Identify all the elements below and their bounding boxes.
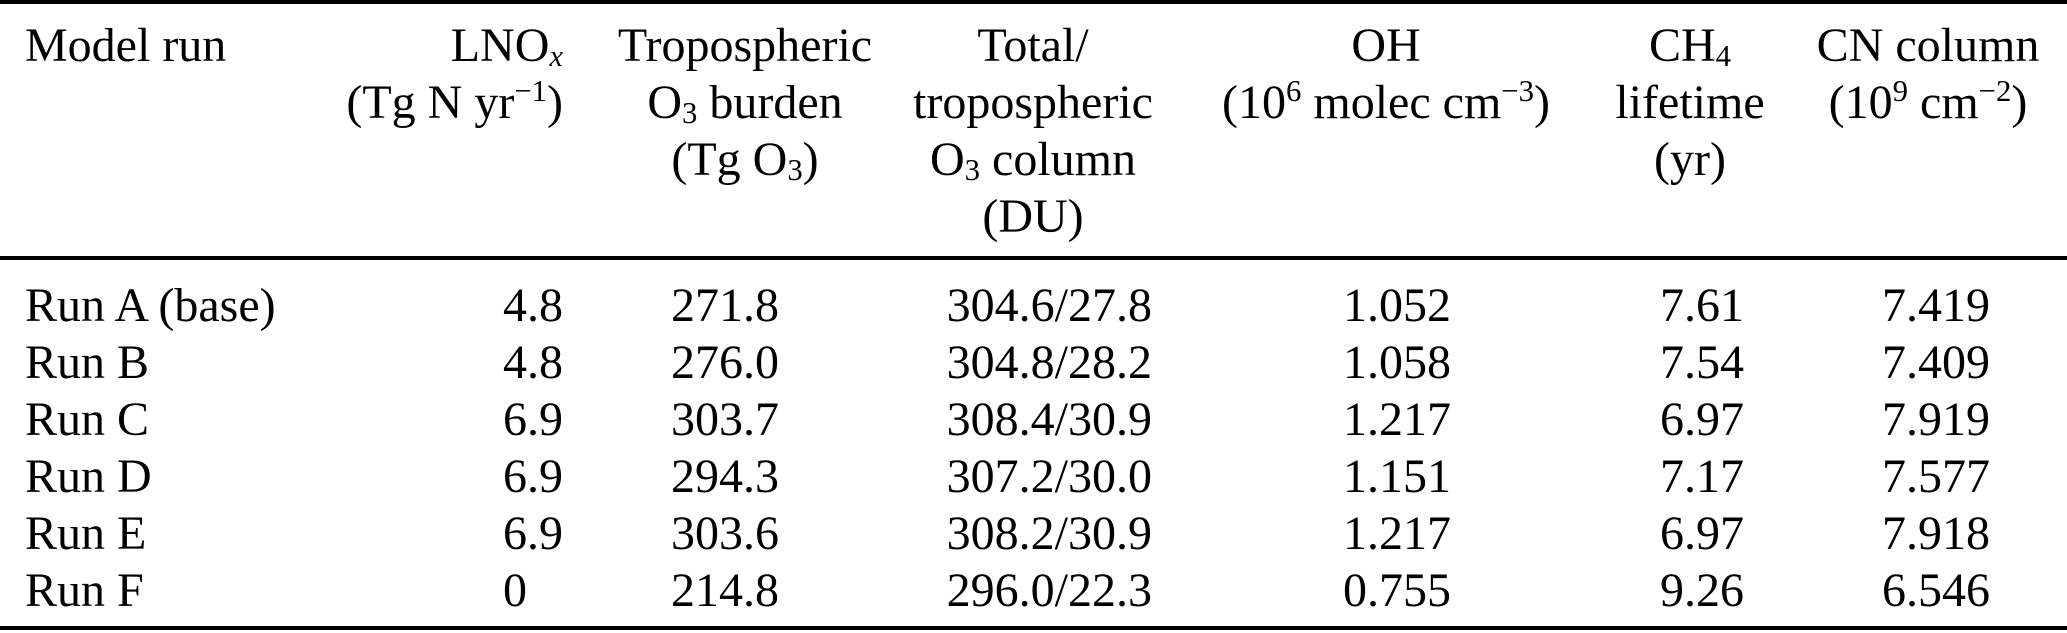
cell-run: Run E <box>25 507 147 560</box>
cell-o3-column: 304.6/27.8 <box>946 279 1152 332</box>
cell-o3-column: 308.2/30.9 <box>946 507 1152 560</box>
table-row: Run D 6.9 294.3 307.2/30.0 1.151 7.17 7.… <box>0 448 2067 505</box>
cell-lnox: 4.8 <box>503 279 563 332</box>
cell-oh: 0.755 <box>1181 562 1591 630</box>
cell-burden: 276.0 <box>671 336 779 389</box>
cell-oh: 1.052 <box>1343 279 1451 332</box>
column-header-oh: OH (106 molec cm−3) <box>1181 2 1591 260</box>
cell-ch4-lifetime: 7.61 <box>1660 279 1744 332</box>
column-header-line: (106 molec cm−3) <box>1222 74 1550 129</box>
cell-lnox: 6.9 <box>503 393 563 446</box>
cell-burden: 271.8 <box>671 279 779 332</box>
cell-oh: 1.151 <box>1343 450 1451 503</box>
column-header-line: Total/ <box>977 19 1089 72</box>
cell-run: Run C <box>25 393 150 446</box>
cell-cn: 7.419 <box>1882 279 1990 332</box>
column-header-total-trop-o3-column: Total/ tropospheric O3 column (DU) <box>885 2 1181 260</box>
column-header-line: CN column <box>1816 19 2040 72</box>
cell-ch4-lifetime: 6.97 <box>1660 507 1744 560</box>
column-header-line: OH <box>1351 19 1421 72</box>
cell-ch4-lifetime: 7.17 <box>1660 450 1744 503</box>
header-row: Model run LNOx (Tg N yr−1) Tropospheric … <box>0 2 2067 260</box>
column-header-line: O3 burden <box>647 76 843 130</box>
cell-o3-column: 308.4/30.9 <box>946 393 1152 446</box>
table-row: Run C 6.9 303.7 308.4/30.9 1.217 6.97 7.… <box>0 391 2067 448</box>
column-header-line: (yr) <box>1654 133 1726 186</box>
column-header-line: (Tg O3) <box>671 133 819 187</box>
cell-cn: 7.577 <box>1882 450 1990 503</box>
column-header-trop-o3-burden: Tropospheric O3 burden (Tg O3) <box>605 2 885 260</box>
cell-run: Run D <box>25 450 152 503</box>
cell-burden: 303.7 <box>671 393 779 446</box>
column-header-model-run: Model run <box>0 2 310 260</box>
cell-oh: 1.217 <box>1343 393 1451 446</box>
cell-burden: 214.8 <box>605 562 885 630</box>
cell-oh: 1.217 <box>1343 507 1451 560</box>
cell-o3-column: 307.2/30.0 <box>946 450 1152 503</box>
column-header-line: lifetime <box>1615 76 1765 129</box>
column-header-line: LNOx <box>450 19 563 73</box>
cell-lnox: 6.9 <box>503 450 563 503</box>
column-header-cn-column: CN column (109 cm−2) <box>1789 2 2067 260</box>
cell-lnox: 4.8 <box>503 336 563 389</box>
column-header-line: Model run <box>25 19 227 72</box>
column-header-line: CH4 <box>1648 19 1732 73</box>
column-header-line: (DU) <box>982 190 1084 243</box>
cell-ch4-lifetime: 9.26 <box>1591 562 1789 630</box>
table-header: Model run LNOx (Tg N yr−1) Tropospheric … <box>0 2 2067 260</box>
cell-burden: 294.3 <box>671 450 779 503</box>
table-body: Run A (base) 4.8 271.8 304.6/27.8 1.052 … <box>0 258 2067 630</box>
table-row: Run A (base) 4.8 271.8 304.6/27.8 1.052 … <box>0 258 2067 334</box>
column-header-lnox: LNOx (Tg N yr−1) <box>310 2 605 260</box>
cell-ch4-lifetime: 6.97 <box>1660 393 1744 446</box>
column-header-line: (Tg N yr−1) <box>346 74 563 129</box>
table-row: Run F 0 214.8 296.0/22.3 0.755 9.26 6.54… <box>0 562 2067 630</box>
column-header-line: (109 cm−2) <box>1828 74 2028 129</box>
cell-burden: 303.6 <box>671 507 779 560</box>
cell-run: Run F <box>0 562 310 630</box>
cell-cn: 7.918 <box>1882 507 1990 560</box>
column-header-ch4-lifetime: CH4 lifetime (yr) <box>1591 2 1789 260</box>
cell-cn: 7.919 <box>1882 393 1990 446</box>
cell-run: Run B <box>25 336 150 389</box>
cell-lnox: 6.9 <box>503 507 563 560</box>
cell-cn: 6.546 <box>1789 562 2067 630</box>
cell-lnox: 0 <box>310 562 605 630</box>
cell-o3-column: 304.8/28.2 <box>946 336 1152 389</box>
cell-run: Run A (base) <box>25 279 276 332</box>
column-header-line: Tropospheric <box>617 19 873 72</box>
table-row: Run E 6.9 303.6 308.2/30.9 1.217 6.97 7.… <box>0 505 2067 562</box>
cell-o3-column: 296.0/22.3 <box>885 562 1181 630</box>
cell-oh: 1.058 <box>1343 336 1451 389</box>
column-header-line: tropospheric <box>913 76 1153 129</box>
cell-ch4-lifetime: 7.54 <box>1660 336 1744 389</box>
column-header-line: O3 column <box>929 133 1136 187</box>
table-row: Run B 4.8 276.0 304.8/28.2 1.058 7.54 7.… <box>0 334 2067 391</box>
cell-cn: 7.409 <box>1882 336 1990 389</box>
